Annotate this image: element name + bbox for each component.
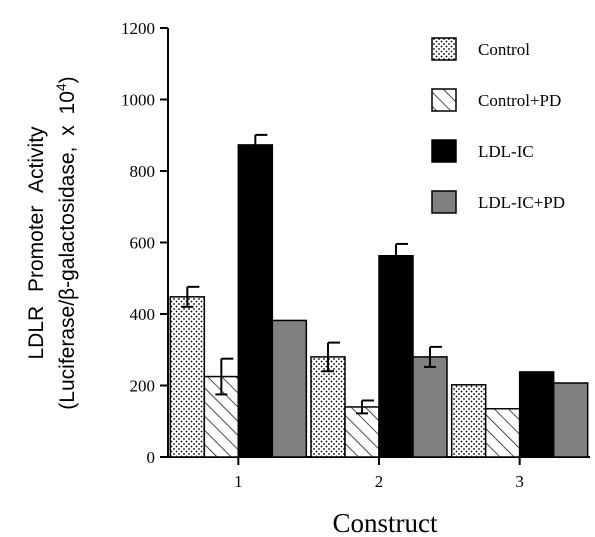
y-axis-label-line2-main: (Luciferase/β-galactosidase, x 10 bbox=[56, 91, 79, 410]
y-tick-label-3: 600 bbox=[130, 234, 156, 253]
legend-label-1: Control+PD bbox=[478, 91, 561, 110]
y-axis-label-line2: (Luciferase/β-galactosidase, x 104) bbox=[53, 76, 79, 409]
y-tick-label-4: 800 bbox=[130, 162, 156, 181]
legend-label-3: LDL-IC+PD bbox=[478, 193, 565, 212]
bar-1-1 bbox=[344, 406, 380, 458]
y-tick-label-0: 0 bbox=[147, 448, 156, 467]
y-axis-label-superscript: 4 bbox=[53, 83, 69, 91]
axes: 0 200 400 600 800 1000 1200 1 2 3 bbox=[121, 19, 590, 491]
legend-swatch-0 bbox=[431, 37, 457, 61]
bar-0-0 bbox=[169, 296, 206, 458]
legend-label-2: LDL-IC bbox=[478, 142, 534, 161]
bar-0-1 bbox=[310, 356, 346, 458]
x-tick-label-0: 1 bbox=[234, 472, 243, 491]
bars bbox=[169, 133, 589, 458]
legend-label-0: Control bbox=[478, 40, 530, 59]
bar-0-2 bbox=[450, 384, 487, 458]
bar-1-2 bbox=[484, 407, 521, 458]
x-tick-label-1: 2 bbox=[375, 472, 384, 491]
x-axis-label: Construct bbox=[333, 508, 438, 537]
x-tick-label-2: 3 bbox=[515, 472, 524, 491]
legend-swatch-2 bbox=[431, 139, 457, 163]
y-tick-label-5: 1000 bbox=[121, 91, 155, 110]
bar-2-1 bbox=[378, 254, 414, 458]
y-axis-label-close: ) bbox=[56, 76, 79, 83]
legend-swatch-3 bbox=[431, 190, 457, 214]
bar-3-2 bbox=[552, 382, 589, 458]
bar-2-2 bbox=[518, 371, 555, 458]
legend-swatch-1 bbox=[431, 88, 457, 112]
bar-3-1 bbox=[412, 356, 448, 458]
y-tick-label-1: 200 bbox=[130, 377, 156, 396]
y-axis-label: LDLR Promoter Activity (Luciferase/β-gal… bbox=[25, 76, 79, 409]
y-tick-label-2: 400 bbox=[130, 305, 156, 324]
y-tick-label-6: 1200 bbox=[121, 19, 155, 38]
y-axis-label-line1: LDLR Promoter Activity bbox=[25, 126, 48, 360]
legend: Control Control+PD LDL-IC LDL-IC+PD bbox=[431, 37, 565, 214]
bar-3-0 bbox=[271, 319, 308, 458]
bar-2-0 bbox=[237, 144, 274, 458]
